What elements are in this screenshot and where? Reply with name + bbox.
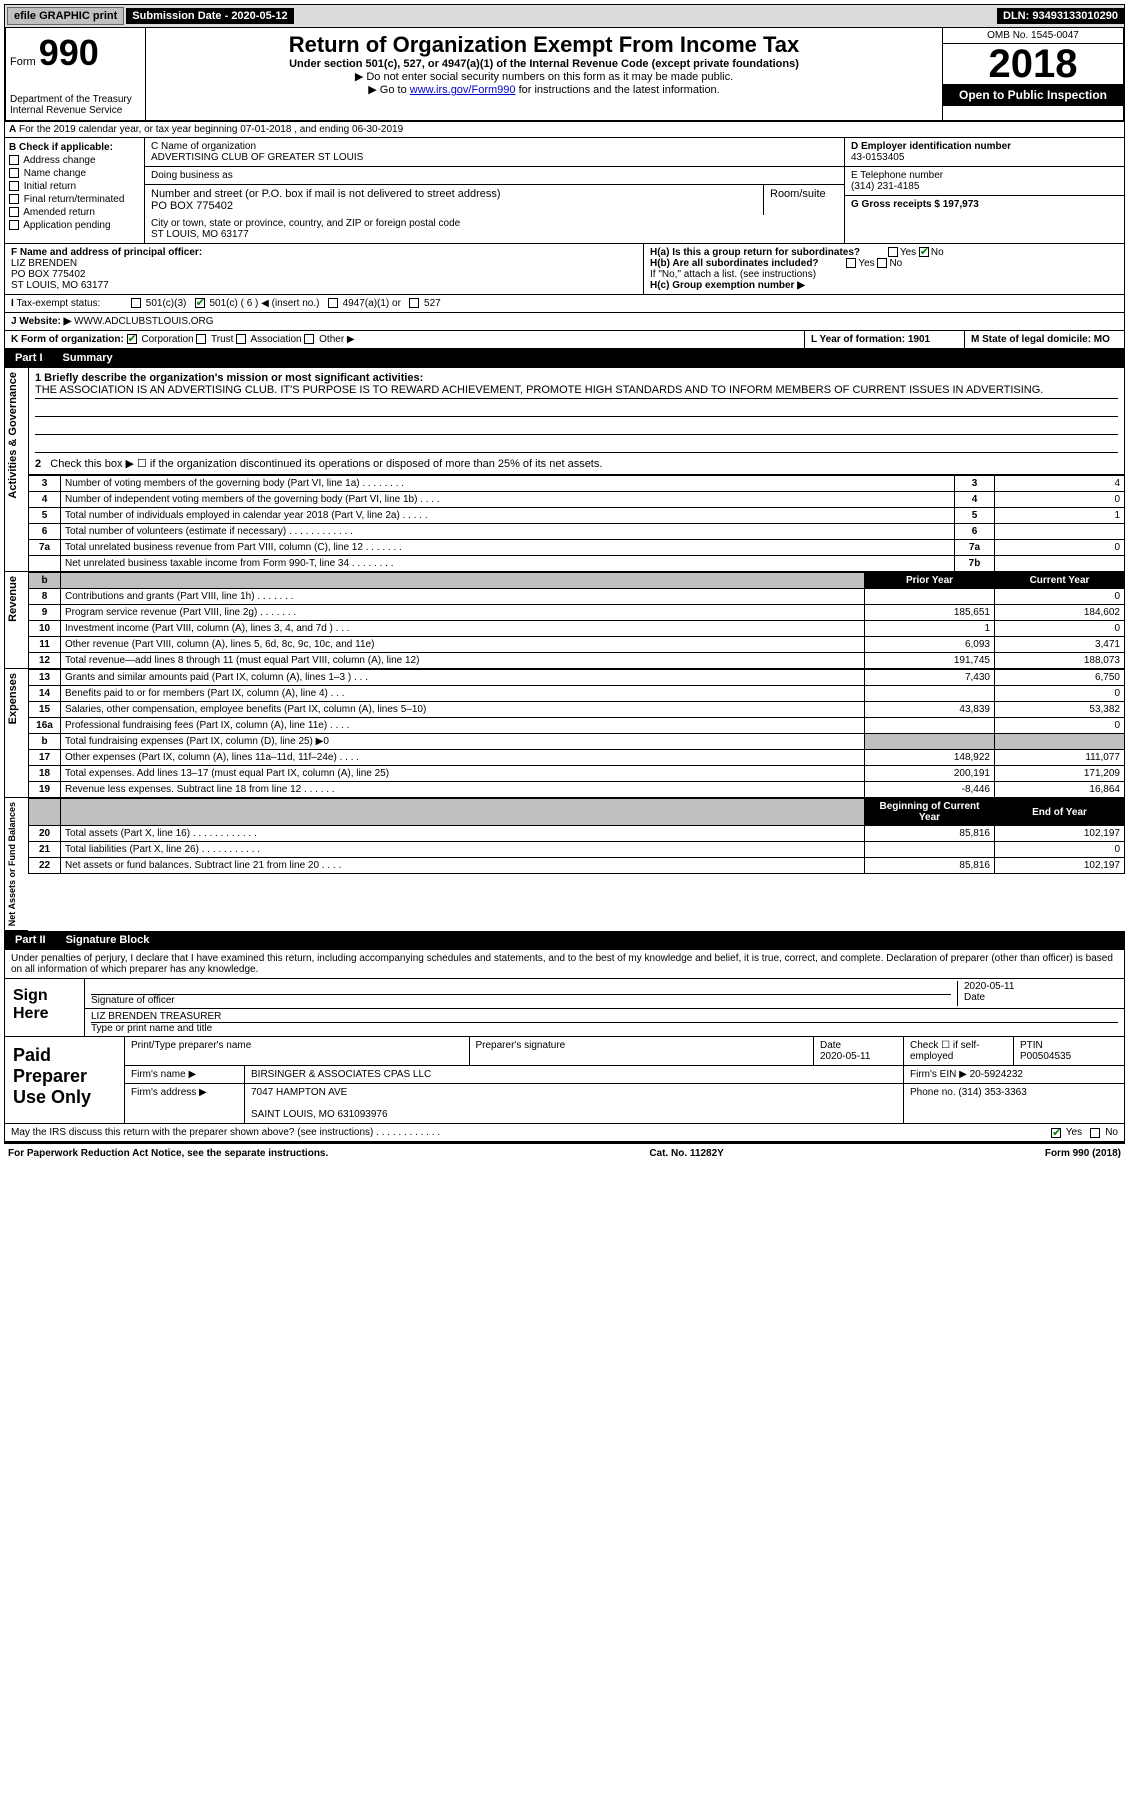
- city-label: City or town, state or province, country…: [151, 218, 838, 229]
- penalty-text: Under penalties of perjury, I declare th…: [4, 950, 1125, 979]
- tax-status-row: I Tax-exempt status: 501(c)(3) 501(c) ( …: [4, 295, 1125, 313]
- side-expenses: Expenses: [5, 669, 21, 728]
- submission-label: Submission Date - 2020-05-12: [126, 8, 293, 24]
- page-footer: For Paperwork Reduction Act Notice, see …: [4, 1142, 1125, 1163]
- addr-val: PO BOX 775402: [151, 200, 757, 212]
- tax-year: 2018: [943, 44, 1123, 84]
- efile-button[interactable]: efile GRAPHIC print: [7, 7, 124, 25]
- period-row: A For the 2019 calendar year, or tax yea…: [4, 122, 1125, 138]
- sign-block: Sign Here Signature of officer 2020-05-1…: [4, 979, 1125, 1037]
- side-activities: Activities & Governance: [5, 368, 21, 503]
- form-title: Return of Organization Exempt From Incom…: [150, 32, 938, 58]
- governance-table: 3Number of voting members of the governi…: [28, 475, 1125, 572]
- inspection-label: Open to Public Inspection: [943, 84, 1123, 106]
- side-revenue: Revenue: [5, 572, 21, 626]
- city-val: ST LOUIS, MO 63177: [151, 229, 838, 240]
- revenue-table: bPrior YearCurrent Year8Contributions an…: [28, 572, 1125, 669]
- c-label: C Name of organization: [151, 141, 838, 152]
- dln-label: DLN: 93493133010290: [997, 8, 1124, 24]
- part1-header: Part I Summary: [4, 349, 1125, 368]
- dept-label: Department of the Treasury: [10, 94, 141, 105]
- form-note1: ▶ Do not enter social security numbers o…: [150, 70, 938, 83]
- ein-val: 43-0153405: [851, 152, 1118, 163]
- irs-label: Internal Revenue Service: [10, 105, 141, 116]
- discuss-row: May the IRS discuss this return with the…: [4, 1124, 1125, 1142]
- mission-box: 1 Briefly describe the organization's mi…: [28, 368, 1125, 475]
- form-number: 990: [39, 32, 99, 73]
- form-note2: ▶ Go to www.irs.gov/Form990 for instruct…: [150, 83, 938, 96]
- gross-receipts: G Gross receipts $ 197,973: [845, 196, 1124, 213]
- org-name: ADVERTISING CLUB OF GREATER ST LOUIS: [151, 152, 838, 163]
- room-label: Room/suite: [764, 185, 844, 215]
- website-row: J Website: ▶ WWW.ADCLUBSTLOUIS.ORG: [4, 313, 1125, 331]
- phone-label: E Telephone number: [851, 170, 1118, 181]
- preparer-block: Paid Preparer Use Only Print/Type prepar…: [4, 1037, 1125, 1124]
- netassets-table: Beginning of Current YearEnd of Year20To…: [28, 798, 1125, 874]
- part2-header: Part II Signature Block: [4, 931, 1125, 950]
- officer-row: F Name and address of principal officer:…: [4, 244, 1125, 295]
- dba-label: Doing business as: [145, 167, 844, 185]
- addr-label: Number and street (or P.O. box if mail i…: [151, 188, 757, 200]
- side-netassets: Net Assets or Fund Balances: [5, 798, 19, 930]
- irs-link[interactable]: www.irs.gov/Form990: [410, 84, 516, 96]
- ein-label: D Employer identification number: [851, 141, 1011, 152]
- form-subtitle: Under section 501(c), 527, or 4947(a)(1)…: [150, 58, 938, 70]
- top-bar: efile GRAPHIC print Submission Date - 20…: [4, 4, 1125, 28]
- form-header: Form 990 Department of the Treasury Inte…: [4, 28, 1125, 122]
- expenses-table: 13Grants and similar amounts paid (Part …: [28, 669, 1125, 798]
- form-org-row: K Form of organization: Corporation Trus…: [4, 331, 1125, 349]
- phone-val: (314) 231-4185: [851, 181, 1118, 192]
- org-info-block: B Check if applicable: Address change Na…: [4, 138, 1125, 244]
- form-prefix: Form: [10, 56, 36, 68]
